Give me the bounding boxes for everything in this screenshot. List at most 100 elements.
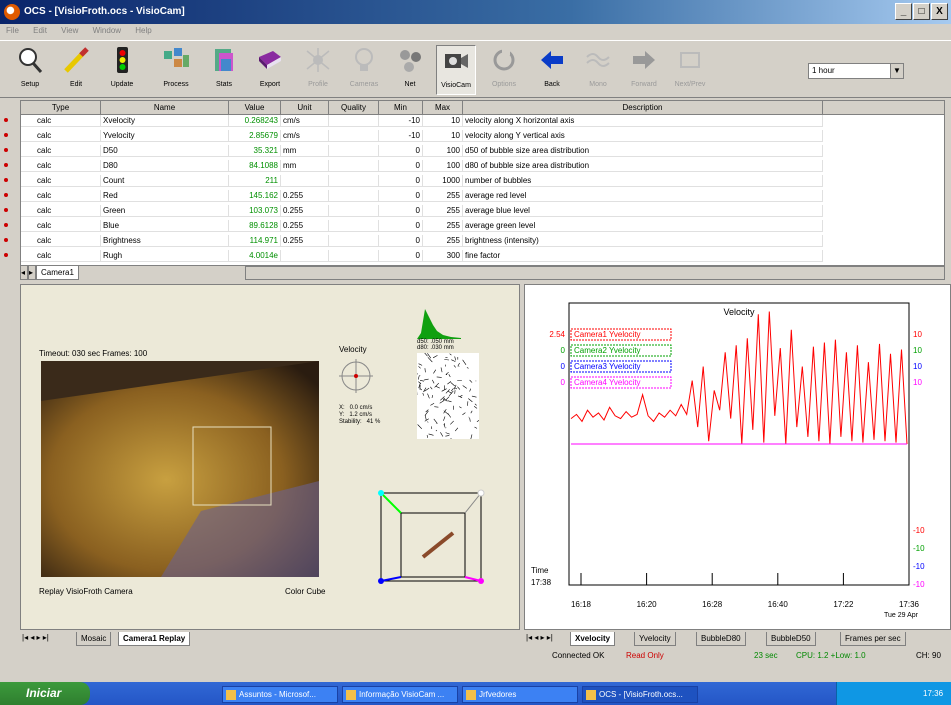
table-row[interactable]: calc D80 84.1088 mm 0 100 d80 of bubble size a…: [21, 160, 944, 172]
nextprev-button[interactable]: Next/Prev: [670, 45, 710, 95]
table-row[interactable]: calc Red 145.162 0.255 0 255 average red level: [21, 190, 944, 202]
maximize-button[interactable]: □: [913, 3, 930, 20]
system-tray: 17:36: [836, 682, 951, 705]
x-tick-label: 16:20: [637, 600, 658, 609]
cell-value: 35.321: [229, 145, 281, 157]
mono-label: Mono: [589, 81, 607, 88]
cell-min: -10: [379, 130, 423, 142]
camera-icon: [445, 54, 468, 68]
tab-bubbled80[interactable]: BubbleD80: [696, 632, 746, 646]
back-button[interactable]: Back: [532, 45, 572, 95]
cell-min: 0: [379, 175, 423, 187]
cell-min: 0: [379, 160, 423, 172]
col-header-name[interactable]: Name: [101, 101, 229, 115]
legend-box: [570, 344, 672, 357]
update-button[interactable]: Update: [102, 45, 142, 95]
tab-frames-per-sec[interactable]: Frames per sec: [840, 632, 906, 646]
horizontal-scrollbar[interactable]: [245, 266, 945, 280]
col-header-type[interactable]: Type: [21, 101, 101, 115]
cell-name: Brightness: [101, 235, 229, 247]
options-button[interactable]: Options: [484, 45, 524, 95]
net-button[interactable]: Net: [390, 45, 430, 95]
tab-scroll-right[interactable]: ▸: [28, 266, 36, 280]
arrow-left-icon: [541, 51, 563, 69]
menu-window[interactable]: Window: [92, 26, 122, 35]
cell-min: 0: [379, 250, 423, 262]
menu-help[interactable]: Help: [135, 26, 152, 35]
col-header-min[interactable]: Min: [379, 101, 423, 115]
minimize-button[interactable]: _: [895, 3, 912, 20]
tab-nav-arrows[interactable]: |◂ ◂ ▸ ▸|: [22, 633, 49, 642]
col-header-description[interactable]: Description: [463, 101, 823, 115]
task-label: OCS - [VisioFroth.ocs...: [599, 690, 683, 699]
cell-max: 255: [423, 190, 463, 202]
menu-edit[interactable]: Edit: [33, 26, 47, 35]
cell-quality: [329, 205, 379, 217]
start-button[interactable]: Iniciar: [0, 682, 90, 705]
cell-type: calc: [21, 235, 101, 247]
tab-mosaic[interactable]: Mosaic: [76, 632, 112, 646]
task-informacao[interactable]: Informação VisioCam ...: [342, 686, 458, 703]
row-status-dot: [4, 238, 8, 242]
cell-name: Yvelocity: [101, 130, 229, 142]
extra-status: CH: 90: [916, 651, 941, 660]
folder-icon: [466, 690, 476, 700]
close-button[interactable]: X: [931, 3, 948, 20]
stats-button[interactable]: Stats: [204, 45, 244, 95]
x-tick-label: 16:28: [702, 600, 723, 609]
legend-value: 0: [561, 362, 566, 371]
task-jrfvedores[interactable]: Jrfvedores: [462, 686, 578, 703]
window-icon: [346, 690, 356, 700]
legend-entry: Camera2 Yvelocity: [574, 346, 641, 355]
cell-unit: mm: [281, 145, 329, 157]
table-row[interactable]: calc D50 35.321 mm 0 100 d50 of bubble size ar…: [21, 145, 944, 157]
profile-button[interactable]: Profile: [298, 45, 338, 95]
export-button[interactable]: Export: [250, 45, 290, 95]
cameras-button[interactable]: Cameras: [344, 45, 384, 95]
col-header-unit[interactable]: Unit: [281, 101, 329, 115]
col-header-quality[interactable]: Quality: [329, 101, 379, 115]
tab-xvelocity[interactable]: Xvelocity: [570, 632, 616, 646]
x-tick-label: 17:36: [899, 600, 920, 609]
col-header-max[interactable]: Max: [423, 101, 463, 115]
wave-icon: [586, 53, 610, 67]
left-tab-strip: |◂ ◂ ▸ ▸| Mosaic Camera1 Replay: [20, 632, 520, 646]
table-row[interactable]: calc Green 103.073 0.255 0 255 average blue le…: [21, 205, 944, 217]
table-row[interactable]: calc Brightness 114.971 0.255 0 255 brightness…: [21, 235, 944, 247]
cell-name: Blue: [101, 220, 229, 232]
menu-file[interactable]: File: [6, 26, 19, 35]
visiocam-label: VisioCam: [441, 82, 471, 89]
col-header-value[interactable]: Value: [229, 101, 281, 115]
options-label: Options: [491, 81, 517, 88]
right-axis-top-tick: 10: [913, 362, 922, 371]
process-button[interactable]: Process: [156, 45, 196, 95]
tab-camera1-replay[interactable]: Camera1 Replay: [118, 632, 191, 646]
sheet-tab-camera1[interactable]: Camera1: [36, 266, 79, 280]
table-row[interactable]: calc Count 211 0 1000 number of bubbles: [21, 175, 944, 187]
task-assuntos[interactable]: Assuntos - Microsof...: [222, 686, 338, 703]
chart-tab-nav-arrows[interactable]: |◂ ◂ ▸ ▸|: [526, 633, 553, 642]
legend-value: 2.54: [549, 330, 565, 339]
time-range-select[interactable]: 1 hour ▼: [808, 63, 904, 79]
edit-button[interactable]: Edit: [56, 45, 96, 95]
task-ocs[interactable]: OCS - [VisioFroth.ocs...: [582, 686, 698, 703]
chevron-down-icon[interactable]: ▼: [890, 64, 903, 78]
menu-view[interactable]: View: [61, 26, 79, 35]
color-cube-plot: [378, 489, 485, 584]
mono-button[interactable]: Mono: [578, 45, 618, 95]
visiocam-button[interactable]: VisioCam: [436, 45, 476, 95]
color-cube-caption: Color Cube: [285, 587, 326, 596]
table-row[interactable]: calc Blue 89.6128 0.255 0 255 average green le…: [21, 220, 944, 232]
table-row[interactable]: calc Xvelocity 0.268243 cm/s -10 10 velocity a…: [21, 115, 944, 127]
tab-yvelocity[interactable]: Yvelocity: [634, 632, 676, 646]
cell-unit: [281, 250, 329, 262]
table-row[interactable]: calc Yvelocity 2.85679 cm/s -10 10 velocity al…: [21, 130, 944, 142]
cell-value: 114.971: [229, 235, 281, 247]
cell-value: 4.0014e: [229, 250, 281, 262]
setup-button[interactable]: Setup: [10, 45, 50, 95]
tab-scroll-left[interactable]: ◂: [20, 266, 28, 280]
forward-button[interactable]: Forward: [624, 45, 664, 95]
cell-name: Xvelocity: [101, 115, 229, 127]
table-row[interactable]: calc Rugh 4.0014e 0 300 fine factor: [21, 250, 944, 262]
tab-bubbled50[interactable]: BubbleD50: [766, 632, 816, 646]
